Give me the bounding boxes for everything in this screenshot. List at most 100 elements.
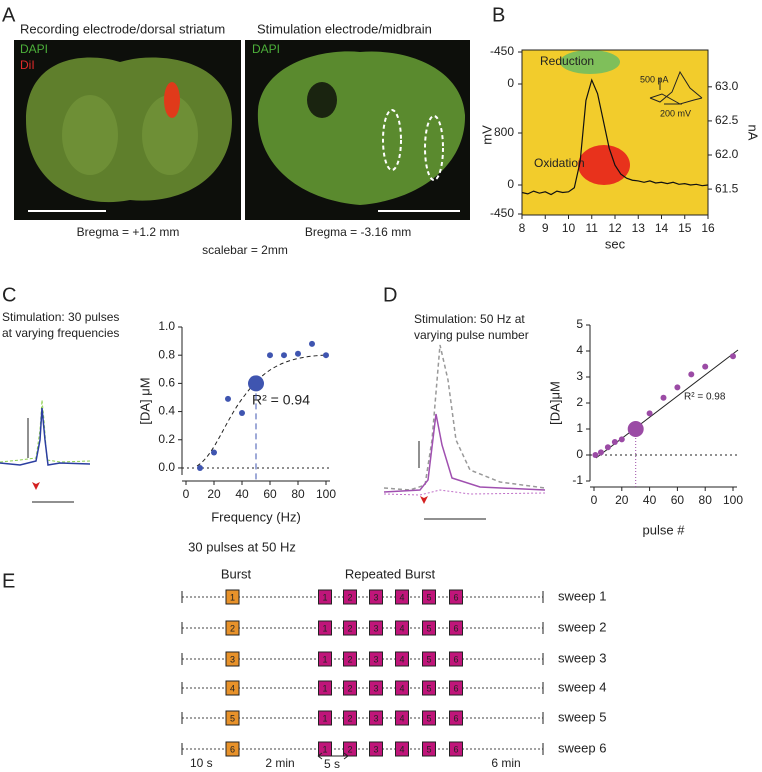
point [597, 449, 604, 456]
repeat-box [449, 651, 463, 667]
repeat-number: 6 [453, 592, 458, 602]
repeat-box [422, 620, 436, 636]
sweep-rows: 1 1 2 3 4 5 6 sweep 1 2 1 2 3 4 5 6 sweep 2 3 1 2 3 4 5 6 sweep… [181, 588, 606, 757]
repeat-box [318, 680, 332, 696]
repeat-box [343, 710, 357, 726]
striatum [142, 95, 198, 175]
repeat-box [449, 710, 463, 726]
repeat-number: 2 [347, 654, 352, 664]
repeat-number: 3 [373, 713, 378, 723]
panel-label: D [383, 284, 397, 306]
point [225, 395, 231, 402]
burst-box [225, 710, 240, 726]
burst-number: 4 [230, 683, 235, 693]
time-label: 10 s [190, 756, 213, 770]
annotation: Oxidation [534, 156, 585, 170]
bregma: Bregma = -3.16 mm [305, 225, 411, 239]
panel-label: E [2, 570, 15, 592]
repeat-number: 3 [373, 683, 378, 693]
repeat-box [369, 741, 383, 757]
y-tick-label: 800 [494, 125, 514, 139]
y-tick-label: 5 [576, 317, 583, 331]
point [295, 350, 301, 357]
y-tick-label: 0.4 [158, 404, 175, 418]
caption: varying pulse number [414, 328, 529, 342]
repeat-box [369, 589, 383, 605]
point [604, 444, 611, 451]
repeat-number: 1 [322, 623, 327, 633]
repeat-number: 6 [453, 713, 458, 723]
y-tick-label: 62.5 [715, 113, 739, 127]
stain-label: DAPI [252, 42, 280, 56]
x-tick-label: 16 [701, 221, 715, 235]
footer: 30 pulses at 50 Hz [188, 539, 296, 554]
repeat-number: 1 [322, 713, 327, 723]
inset-label: 500 pA [640, 74, 669, 84]
r-squared: R² = 0.98 [684, 392, 726, 403]
x-tick-label: 40 [235, 487, 249, 501]
y-tick-label: 61.5 [715, 181, 739, 195]
point [211, 449, 217, 456]
repeat-number: 4 [399, 623, 404, 633]
trace [383, 344, 546, 491]
y-tick-label: 0 [507, 177, 514, 191]
x-axis-label: sec [605, 236, 626, 251]
panel-label: C [2, 284, 16, 306]
time-label: 2 min [265, 756, 294, 770]
repeat-box [422, 741, 436, 757]
striatum [62, 95, 118, 175]
brain-section [26, 57, 232, 203]
y-tick-label: -450 [490, 206, 514, 220]
x-tick-label: 10 [562, 221, 576, 235]
repeat-number: 2 [347, 592, 352, 602]
repeat-number: 5 [426, 654, 431, 664]
y-tick-label: -1 [572, 473, 583, 487]
x-axis-label: Frequency (Hz) [211, 509, 301, 524]
bregma: Bregma = +1.2 mm [77, 225, 180, 239]
x-tick-label: 9 [542, 221, 549, 235]
repeat-box [422, 710, 436, 726]
burst-box [225, 741, 240, 757]
repeat-box [449, 620, 463, 636]
point [281, 352, 287, 359]
electrode-track [382, 109, 402, 171]
panel-label: A [2, 4, 16, 26]
repeat-number: 5 [426, 623, 431, 633]
repeat-box [369, 651, 383, 667]
x-tick-label: 11 [586, 221, 599, 235]
repeat-box [343, 651, 357, 667]
repeat-number: 1 [322, 654, 327, 664]
stim-arrow [32, 482, 40, 490]
x-tick-label: 80 [291, 487, 305, 501]
sweep-label: sweep 1 [558, 588, 606, 603]
burst-number: 3 [230, 654, 235, 664]
point [730, 353, 736, 360]
color-plot [522, 50, 708, 215]
repeat-box [343, 589, 357, 605]
point [660, 394, 667, 401]
repeat-box [318, 651, 332, 667]
repeat-number: 1 [322, 592, 327, 602]
burst-number: 2 [230, 623, 235, 633]
repeat-box [449, 741, 463, 757]
point [197, 464, 203, 471]
y-tick-label: 0.0 [158, 460, 175, 474]
repeat-number: 6 [453, 654, 458, 664]
repeat-number: 4 [399, 654, 404, 664]
y-tick-label: 63.0 [715, 79, 739, 93]
x-axis-label: pulse # [643, 522, 686, 537]
y-tick-label: 0.2 [158, 432, 175, 446]
axis-label: mV [479, 125, 494, 145]
x-tick-label: 20 [207, 487, 221, 501]
x-tick-label: 60 [263, 487, 277, 501]
point [618, 436, 625, 443]
y-tick-label: 3 [576, 369, 583, 383]
dii-spot [164, 82, 180, 118]
caption: Stimulation: 50 Hz at [414, 312, 525, 326]
x-tick-label: 0 [591, 493, 598, 507]
time-label: 5 s [324, 757, 340, 771]
point [611, 439, 618, 445]
point [702, 363, 709, 370]
point [688, 371, 695, 378]
scalebar-note: scalebar = 2mm [202, 243, 288, 257]
